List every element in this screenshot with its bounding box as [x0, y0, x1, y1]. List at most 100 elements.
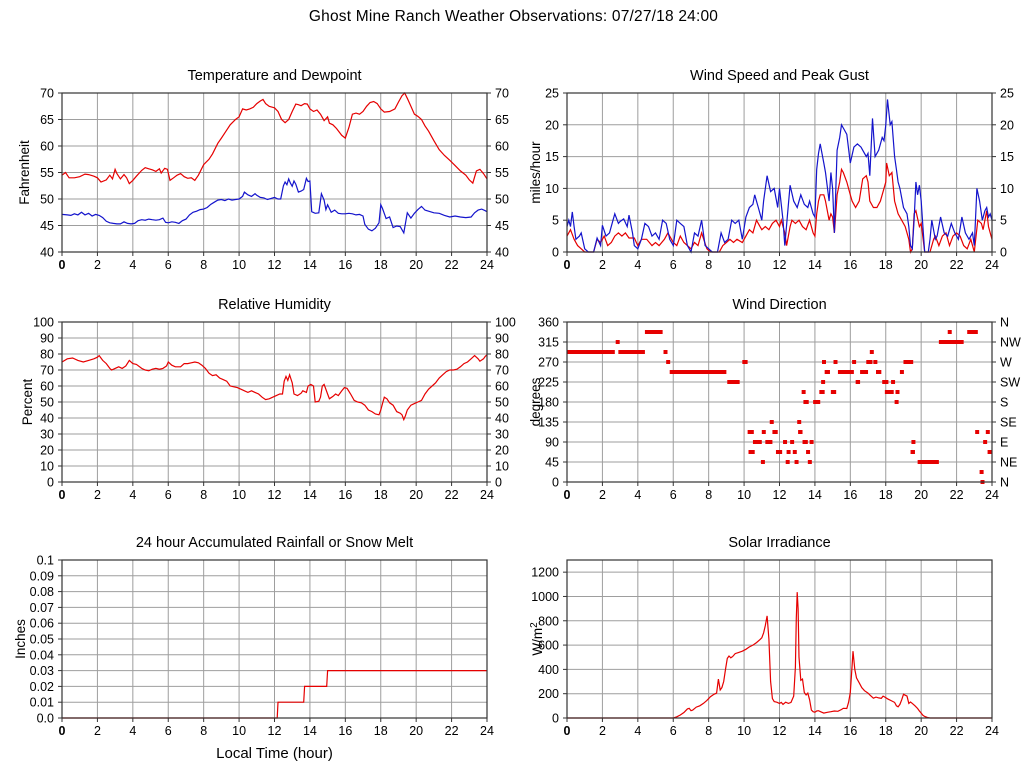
x-tick-label: 22	[445, 258, 459, 272]
y-tick-label: 65	[40, 113, 54, 127]
y-tick-label: 20	[545, 118, 559, 132]
x-tick-label: 20	[409, 488, 423, 502]
x-tick-label: 18	[374, 724, 388, 738]
gridlines	[62, 93, 487, 252]
y-tick-label: 70	[40, 364, 54, 378]
gridlines	[62, 560, 487, 718]
x-tick-label: 20	[914, 724, 928, 738]
y-tick-label: 50	[40, 396, 54, 410]
x-tick-label: 16	[843, 258, 857, 272]
x-tick-label: 22	[445, 488, 459, 502]
y-tick-label: 0.08	[30, 585, 54, 599]
y-tick-label-right: W	[1000, 356, 1012, 370]
x-tick-label: 16	[338, 488, 352, 502]
y-axis-label: Fahrenheit	[17, 140, 32, 205]
axis-ticks	[58, 559, 488, 722]
chart-temperature-dewpoint: 0 2 4 6 8 10 12 14 16 18 20 22 244045505560657040455…	[17, 68, 509, 272]
x-tick-label: 12	[268, 488, 282, 502]
x-tick-label: 24	[480, 724, 494, 738]
x-tick-label: 6	[670, 488, 677, 502]
axis-ticks	[58, 92, 491, 256]
page-title: Ghost Mine Ranch Weather Observations: 0…	[308, 8, 719, 25]
x-tick-label: 24	[985, 488, 999, 502]
irradiance-line	[567, 592, 992, 719]
x-tick-label: 24	[985, 724, 999, 738]
x-tick-label: 2	[599, 724, 606, 738]
x-tick-label: 6	[165, 258, 172, 272]
x-tick-label: 0	[59, 724, 66, 738]
x-tick-label: 2	[94, 258, 101, 272]
y-tick-label-right: 0	[1000, 246, 1007, 260]
chart-solar-irradiance: 0 2 4 6 8 10 12 14 16 18 20 22 240200400600800100012…	[529, 535, 999, 738]
y-tick-label: 0.04	[30, 648, 54, 662]
chart-title: 24 hour Accumulated Rainfall or Snow Mel…	[136, 535, 413, 551]
y-tick-label: 100	[33, 316, 54, 330]
x-tick-label: 4	[634, 488, 641, 502]
y-tick-label: 0	[552, 476, 559, 490]
axis-ticks	[563, 321, 996, 486]
y-axis-label: Percent	[20, 378, 35, 425]
y-tick-label: 180	[538, 396, 559, 410]
y-tick-label: 10	[545, 182, 559, 196]
y-tick-label-right: 50	[495, 193, 509, 207]
x-tick-label: 18	[879, 258, 893, 272]
y-tick-label-right: 20	[495, 444, 509, 458]
y-tick-label: 60	[40, 140, 54, 154]
x-tick-label: 0	[59, 488, 66, 502]
y-tick-label-right: NW	[1000, 336, 1021, 350]
y-tick-label: 40	[40, 412, 54, 426]
rainfall-line	[62, 669, 487, 719]
x-tick-label: 2	[599, 258, 606, 272]
x-tick-label: 20	[914, 488, 928, 502]
y-tick-label: 45	[40, 219, 54, 233]
y-tick-label: 0	[552, 246, 559, 260]
x-tick-label: 10	[232, 488, 246, 502]
x-tick-label: 6	[670, 724, 677, 738]
x-tick-label: 8	[705, 724, 712, 738]
x-tick-label: 16	[338, 258, 352, 272]
gridlines	[62, 322, 487, 482]
y-tick-label: 0.06	[30, 617, 54, 631]
chart-title: Temperature and Dewpoint	[187, 68, 361, 84]
y-tick-label: 70	[40, 87, 54, 101]
y-tick-label-right: 70	[495, 364, 509, 378]
x-tick-label: 16	[843, 488, 857, 502]
x-tick-label: 8	[200, 488, 207, 502]
x-tick-label: 22	[950, 724, 964, 738]
y-tick-label: 20	[40, 444, 54, 458]
x-tick-label: 10	[737, 724, 751, 738]
y-tick-label: 360	[538, 316, 559, 330]
y-tick-label: 315	[538, 336, 559, 350]
x-tick-label: 14	[808, 258, 822, 272]
y-tick-label-right: 10	[1000, 182, 1014, 196]
y-tick-label-right: 60	[495, 140, 509, 154]
y-tick-label: 1200	[531, 566, 559, 580]
x-tick-label: 22	[950, 488, 964, 502]
y-tick-label-right: N	[1000, 316, 1009, 330]
y-tick-label-right: 40	[495, 412, 509, 426]
x-tick-label: 10	[737, 488, 751, 502]
y-axis-label: degrees	[528, 377, 543, 426]
x-tick-label: 2	[94, 724, 101, 738]
y-tick-label: 60	[40, 380, 54, 394]
y-tick-label: 90	[40, 332, 54, 346]
x-tick-label: 4	[129, 258, 136, 272]
x-tick-label: 14	[808, 724, 822, 738]
x-tick-label: 6	[165, 724, 172, 738]
x-tick-label: 18	[879, 488, 893, 502]
y-tick-label: 135	[538, 416, 559, 430]
x-tick-label: 20	[409, 258, 423, 272]
y-tick-label: 270	[538, 356, 559, 370]
x-tick-label: 24	[480, 488, 494, 502]
x-tick-label: 12	[773, 724, 787, 738]
x-tick-label: 22	[950, 258, 964, 272]
y-tick-label-right: N	[1000, 476, 1009, 490]
x-tick-label: 10	[232, 258, 246, 272]
y-tick-label-right: 10	[495, 460, 509, 474]
chart-title: Solar Irradiance	[728, 535, 830, 551]
x-tick-label: 4	[634, 724, 641, 738]
y-tick-label-right: NE	[1000, 456, 1017, 470]
x-tick-label: 10	[232, 724, 246, 738]
y-tick-label: 225	[538, 376, 559, 390]
